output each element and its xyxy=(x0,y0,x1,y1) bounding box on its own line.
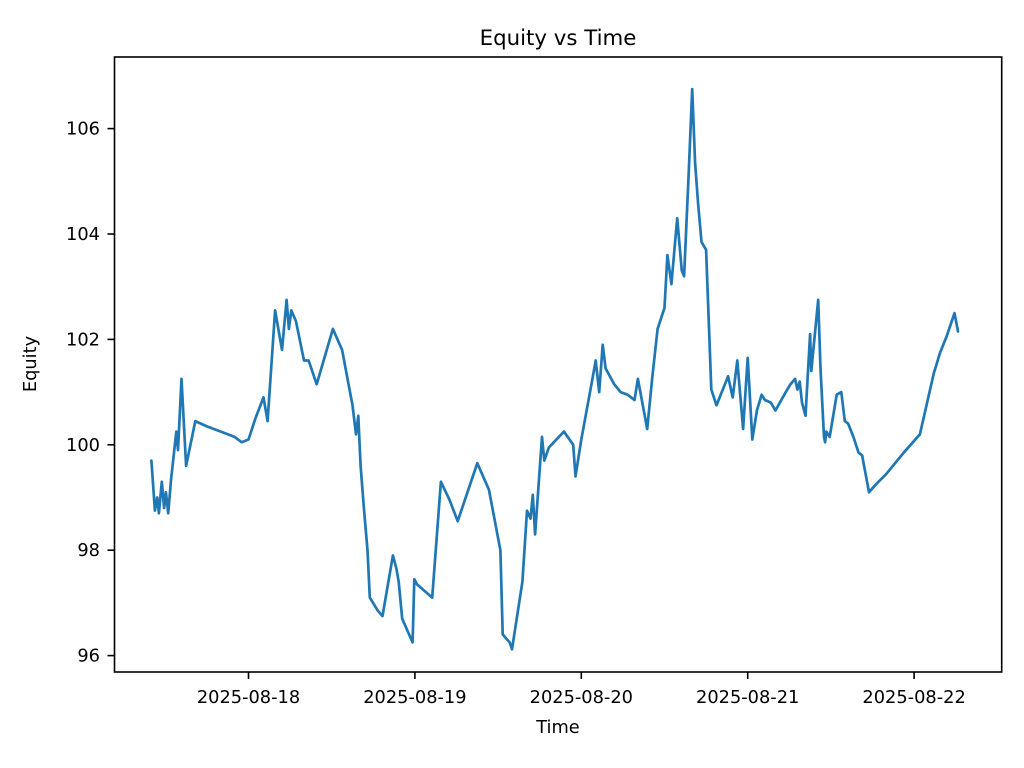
plot-border xyxy=(113,56,1003,673)
chart-title: Equity vs Time xyxy=(480,26,637,51)
x-tick-label: 2025-08-21 xyxy=(696,687,799,708)
x-axis-label: Time xyxy=(535,717,580,738)
y-axis-ticks: 96 98 100 102 104 106 xyxy=(66,119,115,667)
x-tick-label: 2025-08-22 xyxy=(862,687,965,708)
y-tick-label: 106 xyxy=(66,119,100,140)
x-tick-label: 2025-08-20 xyxy=(530,687,633,708)
x-axis-ticks: 2025-08-18 2025-08-19 2025-08-20 2025-08-21… xyxy=(197,672,966,708)
y-tick-label: 104 xyxy=(66,224,100,245)
y-tick-label: 102 xyxy=(66,329,100,350)
y-tick-label: 98 xyxy=(77,540,100,561)
y-axis-label: Equity xyxy=(20,336,41,392)
y-tick-label: 96 xyxy=(77,646,100,667)
y-tick-label: 100 xyxy=(66,435,100,456)
x-tick-label: 2025-08-19 xyxy=(363,687,466,708)
equity-line-series xyxy=(150,87,960,651)
x-tick-label: 2025-08-18 xyxy=(197,687,300,708)
